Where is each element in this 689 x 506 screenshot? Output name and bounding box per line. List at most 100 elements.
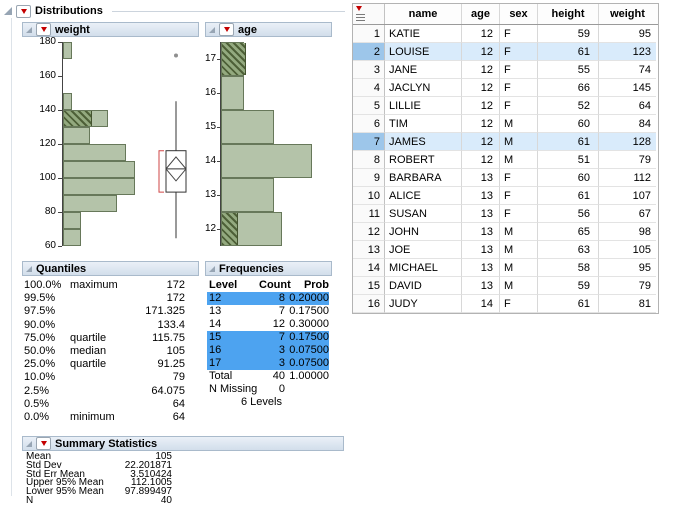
cell-sex[interactable]: F bbox=[500, 169, 538, 187]
cell-height[interactable]: 65 bbox=[538, 223, 599, 241]
histogram-bar[interactable] bbox=[63, 178, 135, 195]
cell-weight[interactable]: 112 bbox=[599, 169, 656, 187]
cell-age[interactable]: 12 bbox=[462, 79, 500, 97]
cell-height[interactable]: 63 bbox=[538, 241, 599, 259]
cell-name[interactable]: MICHAEL bbox=[385, 259, 462, 277]
outlier-point[interactable] bbox=[174, 53, 178, 58]
frequency-row[interactable]: 13 7 0.17500 bbox=[207, 305, 329, 318]
table-row[interactable]: 3 JANE 12 F 55 74 bbox=[353, 61, 658, 79]
cell-sex[interactable]: M bbox=[500, 115, 538, 133]
cell-sex[interactable]: M bbox=[500, 277, 538, 295]
cell-name[interactable]: TIM bbox=[385, 115, 462, 133]
cell-age[interactable]: 12 bbox=[462, 133, 500, 151]
column-header-age[interactable]: age bbox=[462, 4, 500, 24]
cell-weight[interactable]: 74 bbox=[599, 61, 656, 79]
row-number[interactable]: 4 bbox=[353, 79, 385, 97]
histogram-bar[interactable] bbox=[221, 144, 313, 178]
age-panel-header[interactable]: age bbox=[205, 22, 332, 37]
row-number[interactable]: 16 bbox=[353, 295, 385, 313]
table-row[interactable]: 2 LOUISE 12 F 61 123 bbox=[353, 43, 658, 61]
histogram-bar[interactable] bbox=[63, 93, 72, 110]
red-triangle-menu-button[interactable] bbox=[36, 23, 51, 36]
cell-age[interactable]: 12 bbox=[462, 25, 500, 43]
histogram-bar[interactable] bbox=[63, 127, 90, 144]
cell-age[interactable]: 13 bbox=[462, 169, 500, 187]
cell-age[interactable]: 13 bbox=[462, 187, 500, 205]
cell-name[interactable]: ROBERT bbox=[385, 151, 462, 169]
histogram-bar[interactable] bbox=[63, 195, 117, 212]
table-row[interactable]: 1 KATIE 12 F 59 95 bbox=[353, 25, 658, 43]
red-triangle-menu-button[interactable] bbox=[219, 23, 234, 36]
cell-name[interactable]: LILLIE bbox=[385, 97, 462, 115]
frequency-row[interactable]: 14 12 0.30000 bbox=[207, 318, 329, 331]
row-number[interactable]: 1 bbox=[353, 25, 385, 43]
cell-weight[interactable]: 123 bbox=[599, 43, 656, 61]
cell-sex[interactable]: F bbox=[500, 97, 538, 115]
cell-sex[interactable]: M bbox=[500, 241, 538, 259]
disclosure-icon[interactable] bbox=[4, 7, 12, 15]
cell-height[interactable]: 66 bbox=[538, 79, 599, 97]
cell-height[interactable]: 59 bbox=[538, 277, 599, 295]
cell-height[interactable]: 58 bbox=[538, 259, 599, 277]
column-header-weight[interactable]: weight bbox=[610, 8, 645, 20]
histogram-bar[interactable] bbox=[221, 178, 275, 212]
cell-name[interactable]: JOE bbox=[385, 241, 462, 259]
disclosure-icon[interactable] bbox=[209, 26, 215, 33]
cell-weight[interactable]: 67 bbox=[599, 205, 656, 223]
cell-height[interactable]: 52 bbox=[538, 97, 599, 115]
histogram-bar[interactable] bbox=[221, 76, 244, 110]
row-number[interactable]: 3 bbox=[353, 61, 385, 79]
cell-name[interactable]: LOUISE bbox=[385, 43, 462, 61]
histogram-bar[interactable] bbox=[63, 161, 135, 178]
cell-weight[interactable]: 105 bbox=[599, 241, 656, 259]
row-number[interactable]: 10 bbox=[353, 187, 385, 205]
cell-height[interactable]: 60 bbox=[538, 115, 599, 133]
weight-panel-header[interactable]: weight bbox=[22, 22, 199, 37]
table-row[interactable]: 5 LILLIE 12 F 52 64 bbox=[353, 97, 658, 115]
cell-height[interactable]: 59 bbox=[538, 25, 599, 43]
cell-age[interactable]: 13 bbox=[462, 223, 500, 241]
cell-weight[interactable]: 98 bbox=[599, 223, 656, 241]
cell-name[interactable]: ALICE bbox=[385, 187, 462, 205]
cell-sex[interactable]: F bbox=[500, 295, 538, 313]
cell-weight[interactable]: 145 bbox=[599, 79, 656, 97]
cell-height[interactable]: 60 bbox=[538, 169, 599, 187]
histogram-bar[interactable] bbox=[63, 42, 72, 59]
cell-age[interactable]: 13 bbox=[462, 241, 500, 259]
cell-sex[interactable]: F bbox=[500, 25, 538, 43]
cell-name[interactable]: JANE bbox=[385, 61, 462, 79]
histogram-bar[interactable] bbox=[221, 212, 282, 246]
cell-age[interactable]: 12 bbox=[462, 115, 500, 133]
cell-sex[interactable]: F bbox=[500, 79, 538, 97]
table-row[interactable]: 12 JOHN 13 M 65 98 bbox=[353, 223, 658, 241]
cell-name[interactable]: JAMES bbox=[385, 133, 462, 151]
row-number[interactable]: 12 bbox=[353, 223, 385, 241]
table-row[interactable]: 9 BARBARA 13 F 60 112 bbox=[353, 169, 658, 187]
cell-height[interactable]: 55 bbox=[538, 61, 599, 79]
table-row[interactable]: 10 ALICE 13 F 61 107 bbox=[353, 187, 658, 205]
column-header-sex[interactable]: sex bbox=[500, 4, 538, 24]
cell-name[interactable]: BARBARA bbox=[385, 169, 462, 187]
cell-weight[interactable]: 84 bbox=[599, 115, 656, 133]
histogram-bar[interactable] bbox=[63, 144, 126, 161]
row-number[interactable]: 5 bbox=[353, 97, 385, 115]
cell-age[interactable]: 13 bbox=[462, 277, 500, 295]
cell-age[interactable]: 13 bbox=[462, 205, 500, 223]
cell-height[interactable]: 61 bbox=[538, 43, 599, 61]
table-row[interactable]: 14 MICHAEL 13 M 58 95 bbox=[353, 259, 658, 277]
cell-height[interactable]: 51 bbox=[538, 151, 599, 169]
summary-panel-header[interactable]: Summary Statistics bbox=[22, 436, 344, 451]
cell-age[interactable]: 12 bbox=[462, 97, 500, 115]
frequency-row[interactable]: 12 8 0.20000 bbox=[207, 292, 329, 305]
cell-name[interactable]: JACLYN bbox=[385, 79, 462, 97]
row-number[interactable]: 9 bbox=[353, 169, 385, 187]
row-number[interactable]: 8 bbox=[353, 151, 385, 169]
cell-name[interactable]: JOHN bbox=[385, 223, 462, 241]
cell-weight[interactable]: 128 bbox=[599, 133, 656, 151]
cell-age[interactable]: 12 bbox=[462, 43, 500, 61]
cell-name[interactable]: JUDY bbox=[385, 295, 462, 313]
table-row[interactable]: 13 JOE 13 M 63 105 bbox=[353, 241, 658, 259]
cell-sex[interactable]: F bbox=[500, 187, 538, 205]
row-number[interactable]: 14 bbox=[353, 259, 385, 277]
cell-age[interactable]: 14 bbox=[462, 295, 500, 313]
